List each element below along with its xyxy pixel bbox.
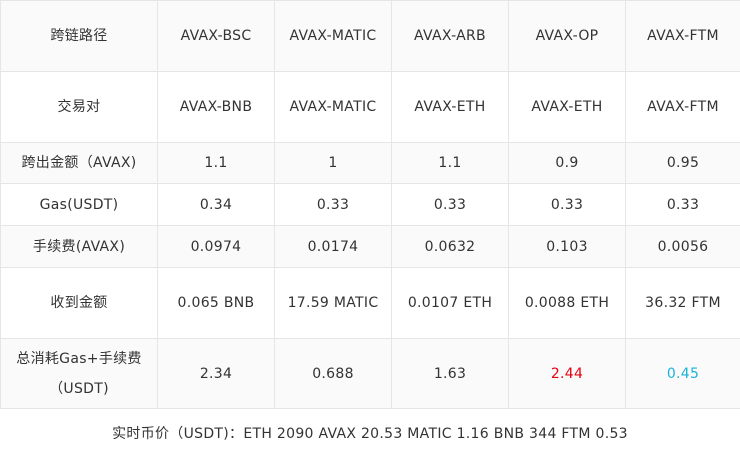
cell-amount-out-arb: 1.1 [391,142,509,184]
cell-received-bsc: 0.065 BNB [157,267,275,339]
cell-total-op-highest: 2.44 [508,338,626,409]
cell-fee-bsc: 0.0974 [157,225,275,268]
cell-amount-out-matic: 1 [274,142,392,184]
cell-received-matic: 17.59 MATIC [274,267,392,339]
cell-total-ftm-lowest: 0.45 [625,338,740,409]
cell-gas-arb: 0.33 [391,183,509,226]
cell-amount-out-bsc: 1.1 [157,142,275,184]
table-row-amount-out: 跨出金额（AVAX) 1.1 1 1.1 0.9 0.95 [0,142,740,184]
cell-path-op: AVAX-OP [508,0,626,72]
cell-path-ftm: AVAX-FTM [625,0,740,72]
cell-amount-out-op: 0.9 [508,142,626,184]
table-row-fee: 手续费(AVAX) 0.0974 0.0174 0.0632 0.103 0.0… [0,225,740,268]
bridge-comparison-table: 跨链路径 AVAX-BSC AVAX-MATIC AVAX-ARB AVAX-O… [0,0,740,409]
cell-received-ftm: 36.32 FTM [625,267,740,339]
realtime-price-caption: 实时币价（USDT)：ETH 2090 AVAX 20.53 MATIC 1.1… [112,426,628,442]
row-label-amount-out: 跨出金额（AVAX) [0,142,158,184]
cell-total-bsc: 2.34 [157,338,275,409]
table-row-gas: Gas(USDT) 0.34 0.33 0.33 0.33 0.33 [0,183,740,226]
cell-pair-ftm: AVAX-FTM [625,71,740,143]
row-label-pair: 交易对 [0,71,158,143]
row-label-gas: Gas(USDT) [0,183,158,226]
cell-gas-matic: 0.33 [274,183,392,226]
cell-pair-bsc: AVAX-BNB [157,71,275,143]
row-label-fee: 手续费(AVAX) [0,225,158,268]
cell-pair-matic: AVAX-MATIC [274,71,392,143]
cell-pair-op: AVAX-ETH [508,71,626,143]
cell-pair-arb: AVAX-ETH [391,71,509,143]
cell-path-arb: AVAX-ARB [391,0,509,72]
row-label-received: 收到金额 [0,267,158,339]
cell-gas-ftm: 0.33 [625,183,740,226]
cell-path-bsc: AVAX-BSC [157,0,275,72]
cell-received-op: 0.0088 ETH [508,267,626,339]
table-row-total-cost: 总消耗Gas+手续费（USDT) 2.34 0.688 1.63 2.44 0.… [0,338,740,409]
cell-gas-bsc: 0.34 [157,183,275,226]
cell-amount-out-ftm: 0.95 [625,142,740,184]
row-label-path: 跨链路径 [0,0,158,72]
table-row-path: 跨链路径 AVAX-BSC AVAX-MATIC AVAX-ARB AVAX-O… [0,0,740,72]
cell-gas-op: 0.33 [508,183,626,226]
cell-fee-ftm: 0.0056 [625,225,740,268]
cell-total-arb: 1.63 [391,338,509,409]
table-row-received: 收到金额 0.065 BNB 17.59 MATIC 0.0107 ETH 0.… [0,267,740,339]
cell-total-matic: 0.688 [274,338,392,409]
cell-fee-op: 0.103 [508,225,626,268]
table-row-pair: 交易对 AVAX-BNB AVAX-MATIC AVAX-ETH AVAX-ET… [0,71,740,143]
cell-path-matic: AVAX-MATIC [274,0,392,72]
row-label-total-cost: 总消耗Gas+手续费（USDT) [0,338,158,409]
cell-fee-matic: 0.0174 [274,225,392,268]
cell-fee-arb: 0.0632 [391,225,509,268]
cell-received-arb: 0.0107 ETH [391,267,509,339]
